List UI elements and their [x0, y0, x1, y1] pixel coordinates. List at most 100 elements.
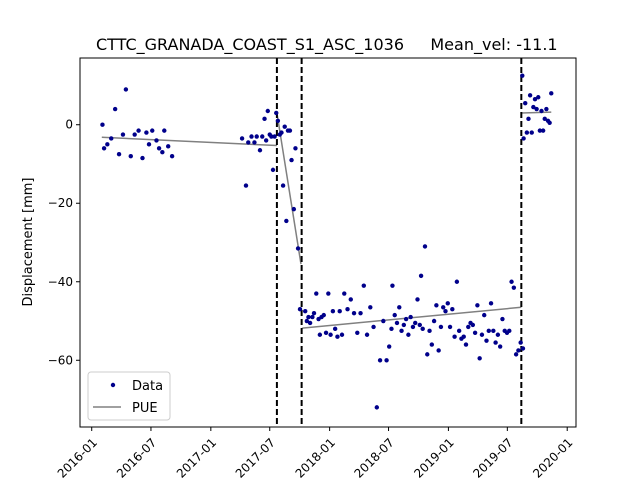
data-point [549, 91, 554, 96]
data-point [345, 307, 350, 312]
data-point [262, 116, 267, 122]
data-point [399, 328, 404, 334]
data-point [513, 352, 519, 357]
data-point [162, 128, 167, 133]
data-point [361, 283, 367, 288]
data-point [265, 108, 270, 114]
data-point [417, 322, 422, 328]
data-point [443, 308, 448, 314]
data-point [307, 320, 313, 326]
data-point [140, 155, 145, 161]
data-point [284, 218, 289, 224]
legend: Data PUE [87, 371, 171, 421]
data-point [282, 124, 287, 129]
data-point [531, 104, 536, 110]
data-point [249, 134, 254, 139]
data-point [123, 87, 129, 92]
data-point [520, 346, 526, 351]
pue-segment [101, 136, 277, 147]
data-point [454, 279, 460, 284]
data-point [463, 342, 469, 347]
data-point [389, 326, 394, 332]
data-point [293, 146, 298, 151]
data-point [477, 356, 482, 361]
data-point [150, 128, 155, 133]
data-point [321, 312, 326, 318]
data-point [339, 332, 345, 337]
data-point [406, 332, 411, 337]
data-point [374, 405, 380, 410]
data-point [392, 312, 397, 318]
data-point [401, 322, 407, 328]
data-point [418, 273, 424, 279]
x-axis-ticks: 2016-01 2016-07 2017-01 2017-07 2018-01 2018-… [55, 427, 576, 480]
data-point [429, 342, 435, 347]
data-point [415, 297, 420, 302]
data-point [314, 291, 319, 296]
data-point [493, 340, 498, 345]
data-point [270, 167, 276, 173]
data-point [358, 310, 363, 316]
data-point [154, 138, 159, 143]
data-point [377, 358, 383, 363]
data-point [466, 324, 471, 330]
data-point [544, 106, 549, 112]
data-point [452, 334, 457, 339]
x-tick-label: 2018-01 [293, 435, 338, 480]
data-point [310, 314, 315, 320]
data-point [303, 308, 308, 314]
data-point [328, 332, 333, 337]
data-point [291, 206, 297, 212]
data-point [523, 100, 528, 106]
data-point [386, 344, 392, 349]
chart-title: CTTC_GRANADA_COAST_S1_ASC_1036 [96, 35, 404, 55]
data-point [105, 142, 110, 147]
data-point [246, 140, 251, 145]
data-points-group [100, 73, 554, 410]
data-point [410, 324, 416, 330]
data-point [132, 132, 137, 137]
data-point [317, 332, 323, 337]
data-point [491, 328, 496, 334]
data-point [279, 130, 284, 135]
data-point [112, 106, 118, 112]
x-tick-label: 2018-07 [352, 435, 397, 480]
y-axis-label: Displacement [mm] [21, 178, 36, 307]
data-point [547, 120, 552, 125]
data-point [156, 146, 162, 151]
data-point [500, 316, 505, 322]
data-point [540, 128, 546, 133]
data-point [239, 136, 245, 141]
data-point [169, 153, 175, 159]
data-point [144, 130, 149, 135]
data-point [479, 332, 485, 337]
data-point [274, 110, 279, 116]
data-point [128, 153, 133, 159]
data-point [348, 297, 353, 302]
pue-segment [521, 111, 552, 114]
data-point [116, 151, 122, 157]
chart-subtitle: Mean_vel: -11.1 [430, 35, 557, 55]
data-point [390, 283, 395, 288]
data-point [297, 307, 303, 312]
data-point [518, 340, 523, 345]
data-point [497, 344, 503, 349]
x-tick-label: 2017-07 [233, 435, 278, 480]
data-point [511, 285, 517, 290]
data-point [335, 334, 340, 339]
data-point [434, 303, 439, 308]
data-point [536, 95, 541, 100]
data-point [516, 348, 521, 353]
pue-segment [276, 112, 302, 265]
data-point [381, 318, 386, 324]
data-point [539, 108, 544, 114]
data-point [537, 128, 543, 133]
y-tick-label: −20 [48, 196, 73, 210]
data-point [484, 338, 489, 343]
break-lines-group [275, 58, 523, 427]
y-tick-label: −60 [48, 353, 73, 367]
data-point [509, 279, 514, 284]
data-point [495, 332, 501, 337]
x-tick-label: 2020-01 [530, 435, 575, 480]
